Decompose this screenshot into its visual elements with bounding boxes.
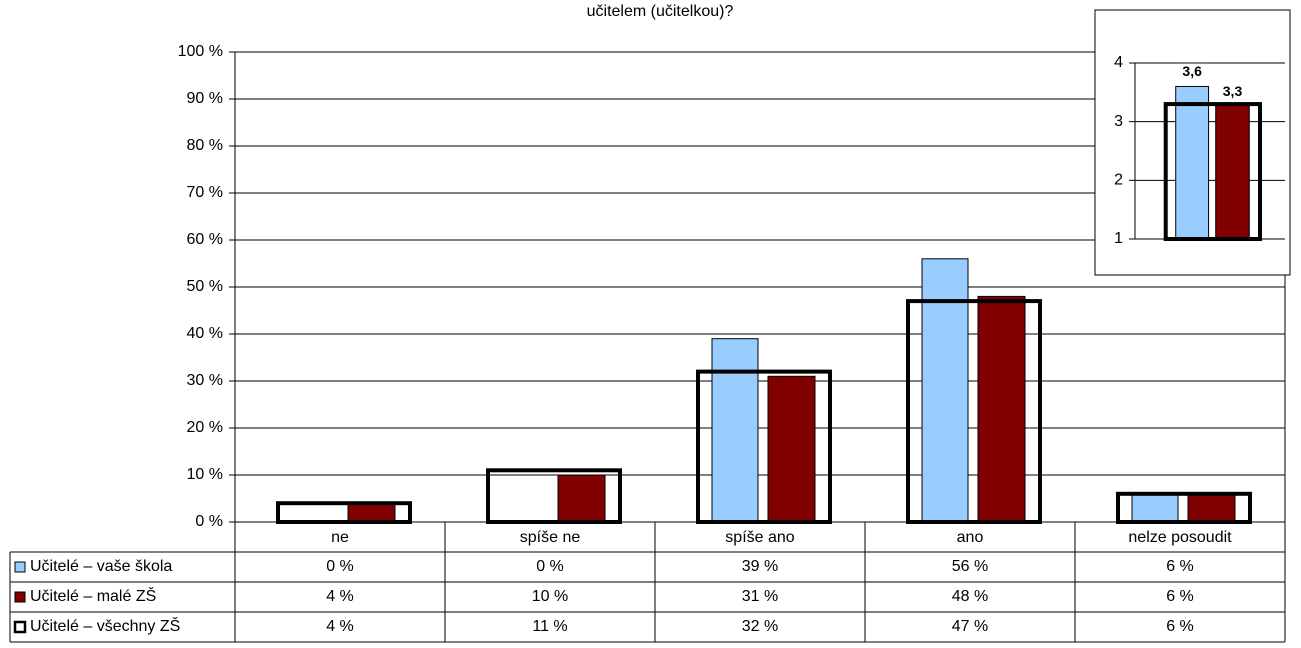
legend-label: Učitelé – všechny ZŠ bbox=[30, 616, 180, 635]
legend-label: Učitelé – vaše škola bbox=[30, 558, 172, 575]
x-tick-label: spíše ne bbox=[520, 529, 581, 546]
table-cell: 0 % bbox=[536, 558, 564, 575]
y-tick-label: 10 % bbox=[187, 466, 223, 483]
bar bbox=[767, 375, 816, 523]
bar bbox=[557, 474, 606, 523]
data-label: 3,3 bbox=[1223, 83, 1243, 99]
bar bbox=[1131, 493, 1179, 523]
legend-swatch bbox=[14, 561, 26, 573]
y-tick-label: 0 % bbox=[195, 513, 223, 530]
x-tick-label: nelze posoudit bbox=[1128, 529, 1232, 546]
bar bbox=[1215, 103, 1250, 240]
y-tick-label: 70 % bbox=[187, 184, 223, 201]
x-tick-label: ne bbox=[331, 529, 349, 546]
table-cell: 56 % bbox=[952, 558, 988, 575]
label-bg bbox=[1176, 63, 1209, 82]
bar bbox=[1187, 493, 1236, 523]
y-tick-label: 90 % bbox=[187, 90, 223, 107]
x-tick-label: spíše ano bbox=[725, 529, 794, 546]
bar bbox=[921, 258, 969, 523]
label-bg bbox=[1216, 83, 1249, 102]
legend-swatch bbox=[14, 591, 26, 603]
bar bbox=[347, 502, 396, 523]
y-tick-label: 30 % bbox=[187, 372, 223, 389]
table-cell: 48 % bbox=[952, 588, 988, 605]
table-cell: 0 % bbox=[326, 558, 354, 575]
x-tick-label: ano bbox=[957, 529, 984, 546]
chart-title: učitelem (učitelkou)? bbox=[587, 3, 734, 20]
table-cell: 4 % bbox=[326, 588, 354, 605]
y-tick-label: 80 % bbox=[187, 137, 223, 154]
bar bbox=[1175, 85, 1210, 240]
y-tick-label: 3 bbox=[1114, 113, 1123, 130]
table-cell: 6 % bbox=[1166, 618, 1194, 635]
y-tick-label: 50 % bbox=[187, 278, 223, 295]
table-cell: 6 % bbox=[1166, 588, 1194, 605]
bar bbox=[977, 295, 1026, 523]
legend-swatch bbox=[13, 620, 27, 634]
bar-outline bbox=[1163, 102, 1262, 241]
y-tick-label: 1 bbox=[1114, 230, 1123, 247]
y-tick-label: 100 % bbox=[178, 43, 223, 60]
table-cell: 32 % bbox=[742, 618, 778, 635]
bar bbox=[711, 338, 759, 523]
table-cell: 4 % bbox=[326, 618, 354, 635]
y-tick-label: 4 bbox=[1114, 54, 1123, 71]
legend-label: Učitelé – malé ZŠ bbox=[30, 586, 156, 605]
table-cell: 11 % bbox=[532, 618, 567, 635]
data-label: 3,6 bbox=[1182, 63, 1202, 79]
table-cell: 31 % bbox=[742, 588, 778, 605]
y-tick-label: 20 % bbox=[187, 419, 223, 436]
table-cell: 47 % bbox=[952, 618, 988, 635]
y-tick-label: 40 % bbox=[187, 325, 223, 342]
table-cell: 10 % bbox=[532, 588, 568, 605]
table-cell: 39 % bbox=[742, 558, 778, 575]
y-tick-label: 2 bbox=[1114, 172, 1123, 189]
y-tick-label: 60 % bbox=[187, 231, 223, 248]
table-cell: 6 % bbox=[1166, 558, 1194, 575]
